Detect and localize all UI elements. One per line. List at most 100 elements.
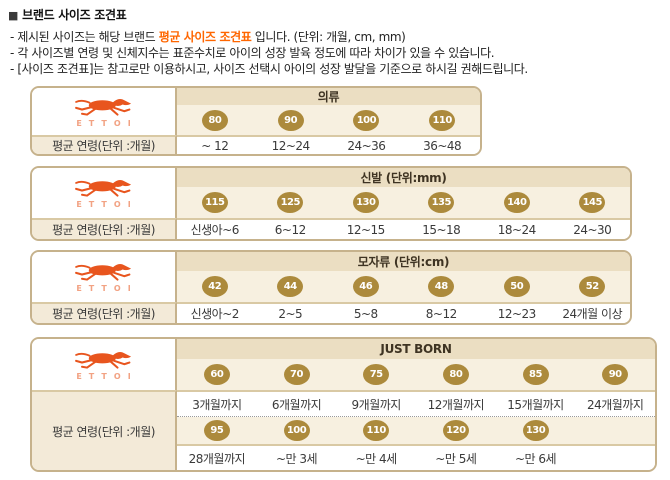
size-badge: 130 xyxy=(352,192,379,213)
size-row-shoes: 115 125 130 135 140 145 xyxy=(177,187,630,218)
size-badge: 110 xyxy=(429,109,456,131)
age-cell: 24개월 이상 xyxy=(562,307,623,321)
age-cell: 6~12 xyxy=(274,222,306,237)
square-bullet-icon: ■ xyxy=(8,9,19,22)
brand-logo: ETTOI xyxy=(32,339,177,390)
brand-logo: ETTOI xyxy=(32,252,177,302)
ettoi-horse-logo-icon xyxy=(74,351,131,369)
age-cell: 15~18 xyxy=(422,222,461,237)
age-cell: 18~24 xyxy=(497,222,537,237)
age-cell: 12개월까지 xyxy=(427,397,485,412)
size-badge: 70 xyxy=(283,364,310,385)
row-label-clothing: 평균 연령(단위 :개월) xyxy=(32,135,177,154)
size-table-hats: ETTOI 모자류 (단위:cm) 42 44 46 48 50 52 평균 연… xyxy=(30,250,632,325)
table-title-shoes: 신발 (단위:mm) xyxy=(177,168,630,187)
age-cell: 5~8 xyxy=(353,306,378,321)
table-title-hats: 모자류 (단위:cm) xyxy=(177,252,630,271)
page-title: ■ 브랜드 사이즈 조견표 xyxy=(8,6,663,23)
intro-line-1: - 제시된 사이즈는 해당 브랜드 평균 사이즈 조견표 입니다. (단위: 개… xyxy=(8,29,663,45)
age-cell: 신생아~2 xyxy=(190,307,240,321)
size-badge: 80 xyxy=(442,364,469,385)
row-label-hats: 평균 연령(단위 :개월) xyxy=(32,302,177,323)
intro-line-3: - [사이즈 조견표]는 참고로만 이용하시고, 사이즈 선택시 아이의 성장 … xyxy=(10,62,528,76)
intro-line-2: - 각 사이즈별 연령 및 신체지수는 표준수치로 아이의 성장 발육 정도에 … xyxy=(10,46,495,60)
size-badge: 110 xyxy=(363,420,390,441)
brand-wordmark: ETTOI xyxy=(76,284,138,293)
size-badge: 85 xyxy=(522,364,549,385)
size-badge: 80 xyxy=(201,109,228,131)
size-badge: 46 xyxy=(352,276,379,297)
size-badge: 48 xyxy=(428,276,455,297)
size-row-just-born-2: 95 100 110 120 130 xyxy=(177,417,655,446)
age-cell: 24개월까지 xyxy=(586,397,644,412)
age-cell: 12~24 xyxy=(271,138,311,153)
age-cell: 신생아~6 xyxy=(190,223,240,237)
size-badge: 42 xyxy=(201,276,228,297)
size-badge: 90 xyxy=(602,364,629,385)
table-title-clothing: 의류 xyxy=(177,88,480,105)
ettoi-horse-logo-icon xyxy=(74,264,131,281)
empty-cell xyxy=(575,446,655,470)
size-badge: 44 xyxy=(277,276,304,297)
age-row-just-born-2: 28개월까지 ~만 3세 ~만 4세 ~만 5세 ~만 6세 xyxy=(177,446,655,470)
intro-line-1-pre: - 제시된 사이즈는 해당 브랜드 xyxy=(10,30,159,44)
brand-logo: ETTOI xyxy=(32,168,177,218)
page-header: ■ 브랜드 사이즈 조견표 - 제시된 사이즈는 해당 브랜드 평균 사이즈 조견… xyxy=(8,6,663,77)
size-badge: 100 xyxy=(353,109,380,131)
size-badge: 145 xyxy=(579,192,606,213)
age-cell: 36~48 xyxy=(423,138,462,153)
size-badge: 115 xyxy=(201,192,228,213)
row-label-shoes: 평균 연령(단위 :개월) xyxy=(32,218,177,239)
age-cell: ~만 4세 xyxy=(355,451,398,466)
size-badge: 75 xyxy=(363,364,390,385)
age-row-shoes: 신생아~6 6~12 12~15 15~18 18~24 24~30 xyxy=(177,218,630,239)
size-badge: 125 xyxy=(277,192,304,213)
ettoi-horse-logo-icon xyxy=(74,98,131,116)
age-cell: ~만 5세 xyxy=(435,451,477,466)
size-badge: 50 xyxy=(503,276,530,297)
age-cell: 3개월까지 xyxy=(192,397,242,412)
age-row-just-born-1: 3개월까지 6개월까지 9개월까지 12개월까지 15개월까지 24개월까지 xyxy=(177,390,655,417)
intro-line-1-post: 입니다. (단위: 개월, cm, mm) xyxy=(251,30,406,44)
size-badge: 90 xyxy=(277,109,304,131)
size-table-clothing: ETTOI 의류 80 90 100 110 평균 연령(단위 :개월) ~ 1… xyxy=(30,86,482,156)
size-table-shoes: ETTOI 신발 (단위:mm) 115 125 130 135 140 145… xyxy=(30,166,632,241)
age-cell: ~만 3세 xyxy=(275,451,318,466)
size-table-just-born: ETTOI JUST BORN 60 70 75 80 85 90 평균 연령(… xyxy=(30,337,657,472)
age-row-hats: 신생아~2 2~5 5~8 8~12 12~23 24개월 이상 xyxy=(177,302,630,323)
age-cell: 24~36 xyxy=(347,138,386,153)
brand-wordmark: ETTOI xyxy=(76,118,138,128)
age-cell: 12~23 xyxy=(497,306,537,321)
table-title-just-born: JUST BORN xyxy=(177,339,655,359)
age-cell: 8~12 xyxy=(425,306,457,321)
brand-logo: ETTOI xyxy=(32,88,177,135)
age-cell: ~만 6세 xyxy=(514,451,557,466)
brand-wordmark: ETTOI xyxy=(76,200,138,209)
row-label-just-born: 평균 연령(단위 :개월) xyxy=(32,390,177,470)
size-badge: 60 xyxy=(203,364,230,385)
size-badge: 100 xyxy=(283,420,310,441)
page-title-text: 브랜드 사이즈 조견표 xyxy=(22,8,127,22)
intro-line-1-highlight: 평균 사이즈 조견표 xyxy=(158,30,252,44)
size-row-clothing: 80 90 100 110 xyxy=(177,105,480,135)
age-cell: 2~5 xyxy=(278,306,303,321)
age-row-clothing: ~ 12 12~24 24~36 36~48 xyxy=(177,135,480,154)
size-badge: 120 xyxy=(442,420,469,441)
size-badge: 52 xyxy=(579,276,606,297)
age-cell: ~ 12 xyxy=(201,138,229,153)
size-row-just-born-1: 60 70 75 80 85 90 xyxy=(177,359,655,390)
age-cell: 24~30 xyxy=(573,222,612,237)
age-cell: 9개월까지 xyxy=(351,397,402,412)
age-cell: 6개월까지 xyxy=(271,397,322,412)
size-row-hats: 42 44 46 48 50 52 xyxy=(177,271,630,302)
size-badge: 140 xyxy=(503,192,530,213)
age-cell: 15개월까지 xyxy=(507,397,564,412)
empty-cell xyxy=(575,417,655,444)
brand-wordmark: ETTOI xyxy=(76,371,138,381)
size-badge: 135 xyxy=(428,192,455,213)
age-cell: 12~15 xyxy=(346,222,386,237)
age-cell: 28개월까지 xyxy=(188,451,246,466)
size-badge: 95 xyxy=(203,420,230,441)
size-badge: 130 xyxy=(522,420,549,441)
